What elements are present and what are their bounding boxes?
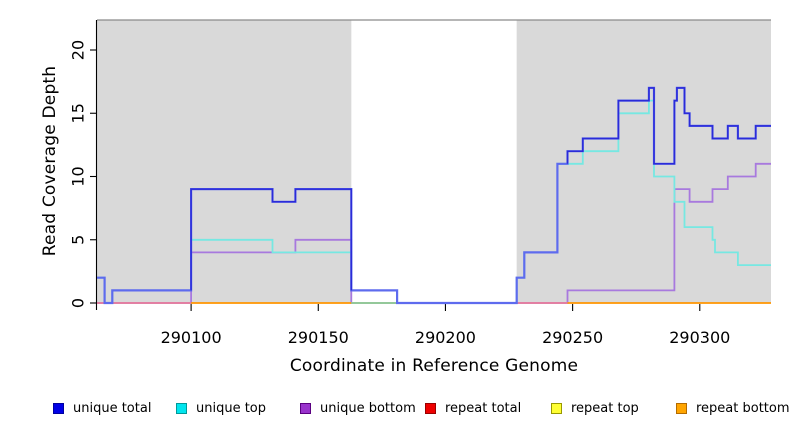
legend-label: repeat total bbox=[445, 400, 522, 416]
legend-item: repeat bottom bbox=[676, 396, 790, 420]
x-axis-title: Coordinate in Reference Genome bbox=[289, 356, 579, 376]
legend: unique total unique top unique bottom repea… bbox=[0, 396, 792, 422]
x-tick-label: 290100 bbox=[161, 328, 222, 347]
legend-swatch bbox=[425, 402, 436, 414]
series-line-unique-top bbox=[97, 99, 771, 304]
legend-swatch bbox=[176, 402, 187, 414]
y-tick-label: 0 bbox=[69, 298, 88, 308]
legend-label: unique total bbox=[73, 400, 152, 416]
legend-swatch bbox=[300, 402, 311, 414]
legend-swatch bbox=[551, 402, 562, 414]
legend-swatch bbox=[676, 402, 687, 414]
series-line-unique-total-dark-right bbox=[566, 87, 771, 165]
legend-item: unique top bbox=[176, 396, 266, 420]
coverage-plot-canvas: 0 5 10 15 20 290100 290150 290200 290250 290300 bbox=[69, 19, 771, 347]
background-band bbox=[97, 20, 352, 303]
y-tick-label: 15 bbox=[69, 103, 88, 123]
legend-label: repeat top bbox=[571, 400, 639, 416]
legend-item: unique total bbox=[53, 396, 151, 420]
x-tick-label: 290250 bbox=[542, 328, 603, 347]
legend-label: unique top bbox=[196, 400, 267, 416]
legend-swatch bbox=[53, 402, 64, 414]
x-tick-label: 290200 bbox=[415, 328, 476, 347]
y-tick-label: 20 bbox=[69, 40, 88, 60]
x-tick-label: 290300 bbox=[669, 328, 730, 347]
legend-item: unique bottom bbox=[300, 396, 416, 420]
y-axis-title: Read Coverage Depth bbox=[40, 65, 60, 257]
legend-item: repeat top bbox=[551, 396, 639, 420]
legend-item: repeat total bbox=[425, 396, 521, 420]
series-line-unique-total-dark-left bbox=[190, 188, 353, 291]
legend-label: repeat bottom bbox=[696, 400, 790, 416]
y-tick-label: 5 bbox=[69, 235, 88, 245]
series-line-unique-bottom bbox=[97, 162, 771, 304]
x-tick-label: 290150 bbox=[288, 328, 349, 347]
legend-label: unique bottom bbox=[320, 400, 416, 416]
background-band bbox=[516, 20, 771, 303]
y-tick-label: 10 bbox=[69, 166, 88, 186]
